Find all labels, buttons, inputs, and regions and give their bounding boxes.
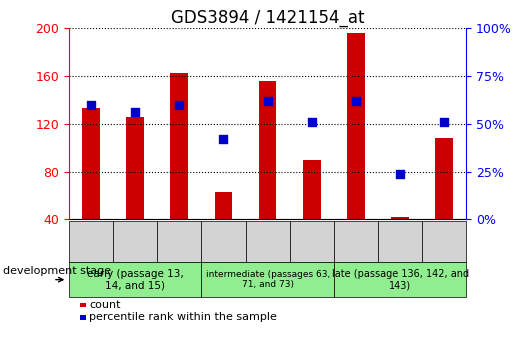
Point: [219, 136, 228, 142]
Text: development stage: development stage: [3, 266, 111, 276]
Title: GDS3894 / 1421154_at: GDS3894 / 1421154_at: [171, 9, 365, 27]
Bar: [436, 138, 453, 219]
Text: count: count: [89, 300, 120, 310]
Bar: [126, 117, 144, 219]
Bar: [82, 108, 100, 219]
Text: intermediate (passages 63,
71, and 73): intermediate (passages 63, 71, and 73): [206, 270, 330, 289]
Point: [396, 171, 404, 176]
Point: [440, 119, 448, 125]
Point: [175, 102, 183, 108]
Bar: [391, 217, 409, 219]
Bar: [347, 33, 365, 219]
Point: [87, 102, 95, 108]
Bar: [171, 73, 188, 219]
Bar: [259, 81, 277, 219]
Bar: [215, 192, 232, 219]
Point: [131, 110, 139, 115]
Text: late (passage 136, 142, and
143): late (passage 136, 142, and 143): [332, 269, 469, 291]
Point: [307, 119, 316, 125]
Text: percentile rank within the sample: percentile rank within the sample: [89, 312, 277, 322]
Text: early (passage 13,
14, and 15): early (passage 13, 14, and 15): [87, 269, 183, 291]
Bar: [303, 160, 321, 219]
Point: [263, 98, 272, 104]
Point: [352, 98, 360, 104]
